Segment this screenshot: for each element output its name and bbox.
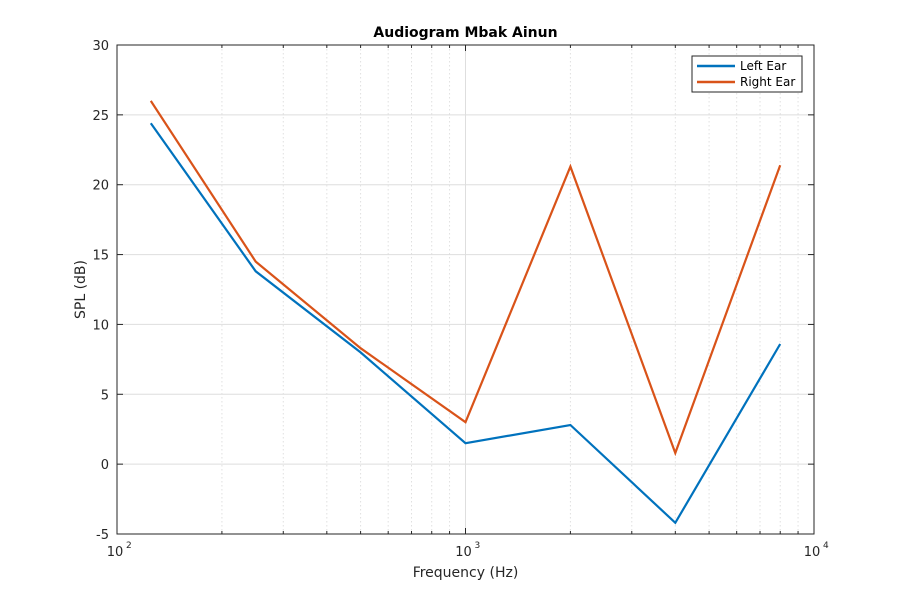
minor-grid	[221, 45, 799, 534]
x-tick-exponent: 4	[823, 541, 829, 551]
x-tick-exponent: 3	[475, 541, 481, 551]
legend-box	[691, 55, 803, 93]
chart-title: Audiogram Mbak Ainun	[373, 25, 557, 41]
legend-label: Left Ear	[740, 59, 786, 73]
y-tick-label: 0	[101, 458, 109, 473]
y-tick-label: 30	[92, 39, 109, 54]
legend-label: Right Ear	[740, 75, 795, 89]
y-tick-label: -5	[96, 528, 109, 543]
legend: Left Ear Right Ear	[691, 55, 803, 93]
y-tick-label: 25	[92, 109, 109, 124]
x-tick-exponent: 2	[126, 541, 132, 551]
y-axis-label: SPL (dB)	[73, 260, 89, 319]
x-tick-label: 10	[455, 545, 472, 560]
y-tick-label: 15	[92, 249, 109, 264]
major-grid	[117, 45, 814, 534]
x-tick-label: 10	[107, 545, 124, 560]
y-tick-label: 5	[101, 388, 109, 403]
series-line-left-ear	[149, 122, 782, 525]
x-axis-label: Frequency (Hz)	[413, 565, 519, 581]
x-tick-label: 10	[804, 545, 821, 560]
y-tick-label: 20	[92, 179, 109, 194]
series-layer	[149, 100, 782, 525]
series-line-right-ear	[149, 100, 782, 457]
y-tick-label: 10	[92, 318, 109, 333]
